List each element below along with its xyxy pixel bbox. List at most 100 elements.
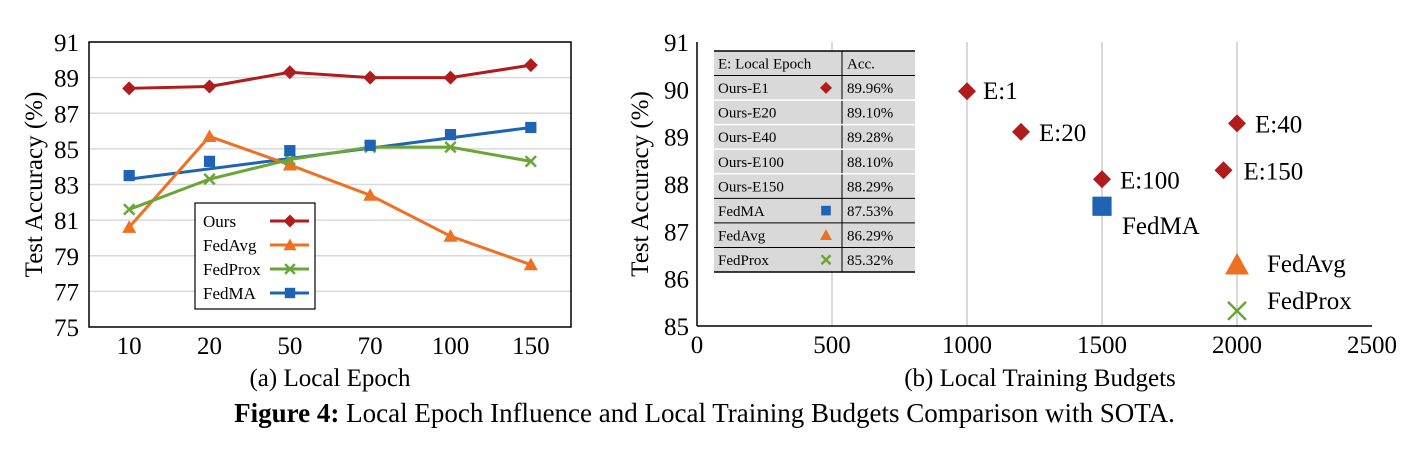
- xtick-label-a-4: 100: [432, 333, 470, 360]
- point-fedma-2: [284, 145, 296, 157]
- legend-label-fedprox: FedProx: [203, 260, 261, 279]
- ytick-label-b-0: 85: [664, 314, 689, 341]
- point-fedprox-4-stroke-b: [444, 140, 457, 154]
- series-line-ours: [129, 63, 532, 90]
- series-line-fedavg: [128, 134, 532, 267]
- table-marker-6: [820, 229, 832, 240]
- table-row-name-6: FedAvg: [718, 228, 766, 244]
- xtick-label-b-4: 2000: [1212, 332, 1262, 359]
- point-fedavg-2: [282, 157, 297, 171]
- point-ours-5: [523, 58, 538, 73]
- xtick-label-b-3: 1500: [1077, 332, 1127, 359]
- caption-text: Local Epoch Influence and Local Training…: [346, 398, 1175, 428]
- xtick-label-a-1: 20: [197, 333, 222, 360]
- chart-local-epoch: 75 77 79 81 83 85 87 89 91 10 20 50 70 100 150 Test Acc…: [21, 30, 572, 392]
- accuracy-table: [714, 51, 915, 272]
- chart-local-training-budgets: 0 500 1000 1500 2000 2500 85 86 87 88 89 90 91 Test A…: [627, 30, 1397, 392]
- point-fedprox-5: [524, 155, 537, 168]
- ytick-label-b-3: 88: [664, 172, 689, 199]
- point-fedma: [1092, 196, 1112, 216]
- ylabel-b: Test Accuracy (%): [627, 91, 654, 277]
- legend-label-fedavg: FedAvg: [203, 236, 257, 255]
- table-marker-5: [821, 205, 831, 216]
- table-row-name-0: Ours-E1: [718, 81, 769, 97]
- table-row-acc-7: 85.32%: [847, 253, 893, 269]
- point-fedprox-1: [203, 173, 216, 186]
- xtick-label-a-3: 70: [358, 333, 383, 360]
- point-ours-0: [122, 81, 137, 96]
- table-marker-0: [820, 81, 832, 94]
- ytick-label-b-4: 89: [664, 125, 689, 152]
- point-ours-2: [282, 65, 297, 80]
- table-marker-7: [820, 254, 832, 266]
- caption-label: Figure 4:: [234, 398, 340, 428]
- table-header-name: E: Local Epoch: [718, 57, 812, 73]
- point-fedprox: [1227, 300, 1247, 321]
- point-fedma-5: [525, 121, 537, 134]
- figure-caption: Figure 4: Local Epoch Influence and Loca…: [0, 398, 1409, 429]
- point-fedprox-0-stroke-b: [123, 203, 136, 216]
- table-row-acc-1: 89.10%: [847, 106, 893, 122]
- ytick-label-a-8: 91: [54, 30, 79, 57]
- ytick-label-a-3: 81: [54, 208, 79, 235]
- point-fedavg-5: [523, 257, 538, 271]
- xtick-label-a-0: 10: [117, 333, 142, 360]
- point-fedprox-5-stroke-b: [524, 155, 537, 168]
- legend-marker-fedavg: [283, 238, 297, 251]
- point-fedprox-0: [123, 203, 136, 216]
- title-b: (b) Local Training Budgets: [904, 365, 1176, 392]
- table-row-acc-2: 89.28%: [847, 130, 893, 146]
- table-row-name-4: Ours-E150: [718, 179, 784, 195]
- point-label-e-1: E:1: [983, 78, 1018, 105]
- point-fedma-4: [444, 129, 457, 141]
- table-row-name-5: FedMA: [718, 204, 765, 220]
- table-row-name-2: Ours-E40: [718, 130, 776, 146]
- ytick-label-b-6: 91: [664, 30, 689, 57]
- point-fedprox-4: [444, 140, 457, 154]
- point-e-150: [1214, 161, 1233, 180]
- xtick-label-b-5: 2500: [1347, 332, 1397, 359]
- point-fedma-1: [203, 155, 216, 167]
- point-fedavg-0: [122, 220, 137, 233]
- ytick-label-a-2: 79: [54, 244, 79, 271]
- point-fedavg-1: [202, 129, 217, 143]
- ytick-label-b-2: 87: [664, 219, 689, 246]
- table-row-name-3: Ours-E100: [718, 155, 784, 171]
- point-ours-1: [202, 79, 217, 94]
- ylabel-a: Test Accuracy (%): [21, 92, 48, 278]
- legend-marker-ours: [283, 214, 297, 228]
- point-label-fedprox: FedProx: [1267, 288, 1352, 315]
- legend-label-ours: Ours: [203, 212, 236, 231]
- point-label-e-150: E:150: [1244, 158, 1304, 185]
- ytick-label-a-1: 77: [54, 279, 79, 306]
- point-ours-4: [443, 70, 458, 85]
- ytick-label-a-6: 87: [54, 101, 79, 128]
- point-fedma-3: [364, 139, 376, 151]
- legend-label-fedma: FedMA: [203, 284, 257, 303]
- table-marker-7-stroke-b: [820, 254, 832, 266]
- point-ours-3: [363, 70, 378, 85]
- ytick-label-a-7: 89: [54, 66, 79, 93]
- point-fedavg-3: [363, 188, 378, 201]
- ytick-label-a-0: 75: [54, 315, 79, 342]
- point-fedprox-1-stroke-b: [203, 173, 216, 186]
- legend-marker-fedprox: [284, 263, 296, 275]
- table-row-acc-4: 88.29%: [847, 179, 893, 195]
- table-row-acc-5: 87.53%: [847, 204, 893, 220]
- xtick-label-b-0: 0: [691, 332, 704, 359]
- point-fedavg-4: [443, 229, 458, 242]
- xtick-label-a-2: 50: [277, 333, 302, 360]
- point-e-1: [958, 82, 976, 101]
- point-label-e-100: E:100: [1120, 167, 1180, 194]
- table-row-name-7: FedProx: [718, 253, 769, 269]
- series-line-fedprox: [128, 145, 532, 211]
- table-row-name-1: Ours-E20: [718, 106, 776, 122]
- point-label-e-20: E:20: [1039, 120, 1086, 147]
- point-fedavg: [1225, 252, 1249, 275]
- title-a: (a) Local Epoch: [249, 365, 411, 392]
- plot-frame-a: [88, 41, 572, 328]
- ytick-label-a-5: 85: [54, 137, 79, 164]
- ytick-label-b-5: 90: [664, 77, 689, 104]
- point-fedprox-stroke-b: [1227, 300, 1247, 321]
- table-row-acc-3: 88.10%: [847, 155, 893, 171]
